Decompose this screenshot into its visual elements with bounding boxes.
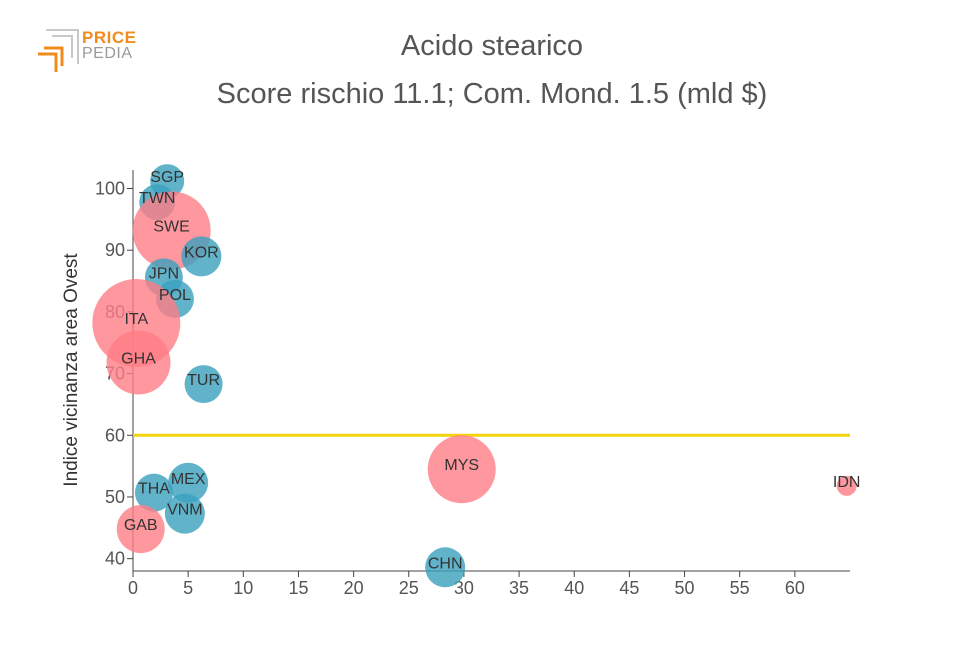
bubble-label-tha: THA bbox=[138, 481, 170, 498]
y-tick-label: 60 bbox=[105, 425, 125, 445]
bubble-vnm bbox=[164, 493, 205, 534]
x-tick-label: 15 bbox=[288, 578, 308, 598]
bubble-label-ita: ITA bbox=[124, 311, 148, 328]
x-tick-label: 25 bbox=[399, 578, 419, 598]
bubble-label-mys: MYS bbox=[444, 457, 479, 474]
bubble-label-pol: POL bbox=[159, 287, 191, 304]
x-tick-label: 50 bbox=[675, 578, 695, 598]
bubble-label-mex: MEX bbox=[171, 471, 206, 488]
x-tick-label: 5 bbox=[183, 578, 193, 598]
x-tick-label: 55 bbox=[730, 578, 750, 598]
bubble-label-twn: TWN bbox=[139, 190, 175, 207]
chart-title: Acido stearico bbox=[400, 30, 584, 62]
bubble-label-gha: GHA bbox=[121, 350, 156, 367]
logo-text-pedia: PEDIA bbox=[82, 45, 133, 62]
logo-text-price: PRICE bbox=[82, 28, 137, 47]
bubble-label-jpn: JPN bbox=[149, 265, 179, 282]
pricepedia-logo: PRICE PEDIA bbox=[36, 28, 146, 74]
bubble-mys bbox=[427, 435, 496, 504]
bubble-label-swe: SWE bbox=[153, 218, 189, 235]
bubble-tur bbox=[184, 365, 223, 404]
bubble-label-kor: KOR bbox=[184, 244, 219, 261]
chart-subtitle: Score rischio 11.1; Com. Mond. 1.5 (mld … bbox=[216, 78, 768, 110]
x-tick-label: 20 bbox=[344, 578, 364, 598]
bubble-label-sgp: SGP bbox=[150, 169, 184, 186]
x-tick-label: 10 bbox=[233, 578, 253, 598]
bubble-gha bbox=[106, 330, 171, 395]
bubble-mex bbox=[168, 462, 209, 503]
x-tick-label: 40 bbox=[564, 578, 584, 598]
bubble-label-gab: GAB bbox=[124, 517, 158, 534]
bubbles-group bbox=[92, 164, 857, 588]
x-tick-label: 45 bbox=[619, 578, 639, 598]
x-tick-label: 60 bbox=[785, 578, 805, 598]
y-tick-label: 40 bbox=[105, 549, 125, 569]
x-tick-label: 30 bbox=[454, 578, 474, 598]
y-axis-title: Indice vicinanza area Ovest bbox=[61, 253, 82, 487]
bubble-tha bbox=[134, 473, 173, 512]
bubble-label-chn: CHN bbox=[428, 555, 463, 572]
logo-mark-icon bbox=[38, 29, 79, 72]
bubble-gab bbox=[116, 505, 165, 554]
bubble-idn bbox=[836, 475, 857, 496]
x-tick-label: 35 bbox=[509, 578, 529, 598]
bubble-kor bbox=[181, 236, 222, 277]
bubble-chn bbox=[425, 547, 466, 588]
bubble-label-idn: IDN bbox=[833, 474, 861, 491]
x-tick-label: 0 bbox=[128, 578, 138, 598]
bubble-label-tur: TUR bbox=[187, 372, 220, 389]
y-tick-label: 90 bbox=[105, 240, 125, 260]
y-tick-label: 50 bbox=[105, 487, 125, 507]
bubble-label-vnm: VNM bbox=[167, 502, 203, 519]
y-tick-label: 100 bbox=[95, 179, 125, 199]
